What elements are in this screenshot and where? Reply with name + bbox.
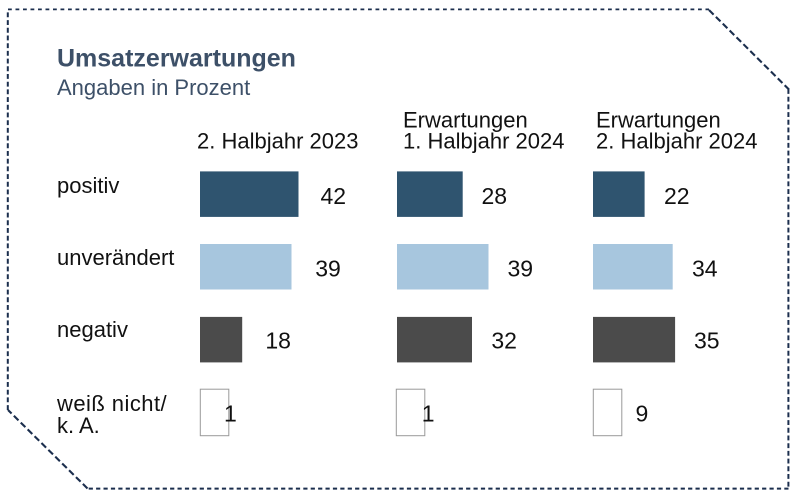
svg-text:Erwartungen: Erwartungen	[596, 107, 721, 132]
svg-text:weiß nicht/: weiß nicht/	[56, 391, 168, 416]
svg-text:18: 18	[265, 328, 291, 354]
svg-text:35: 35	[694, 328, 720, 354]
svg-text:9: 9	[636, 401, 649, 427]
svg-text:Erwartungen: Erwartungen	[403, 107, 528, 132]
svg-text:34: 34	[692, 256, 718, 282]
svg-text:42: 42	[321, 183, 347, 209]
svg-text:1: 1	[422, 401, 435, 427]
svg-text:positiv: positiv	[57, 173, 119, 198]
svg-text:22: 22	[664, 183, 690, 209]
svg-text:1: 1	[224, 401, 237, 427]
svg-text:Angaben in Prozent: Angaben in Prozent	[57, 75, 250, 100]
svg-text:28: 28	[482, 183, 508, 209]
svg-text:negativ: negativ	[57, 317, 128, 342]
svg-text:k. A.: k. A.	[57, 413, 100, 438]
svg-text:Umsatzerwartungen: Umsatzerwartungen	[57, 44, 296, 72]
svg-text:39: 39	[508, 256, 534, 282]
svg-text:32: 32	[491, 328, 517, 354]
svg-text:unverändert: unverändert	[57, 245, 174, 270]
svg-text:1. Halbjahr 2024: 1. Halbjahr 2024	[403, 129, 564, 154]
svg-text:2. Halbjahr 2023: 2. Halbjahr 2023	[197, 129, 358, 154]
svg-text:39: 39	[315, 256, 341, 282]
svg-text:2. Halbjahr 2024: 2. Halbjahr 2024	[596, 129, 757, 154]
